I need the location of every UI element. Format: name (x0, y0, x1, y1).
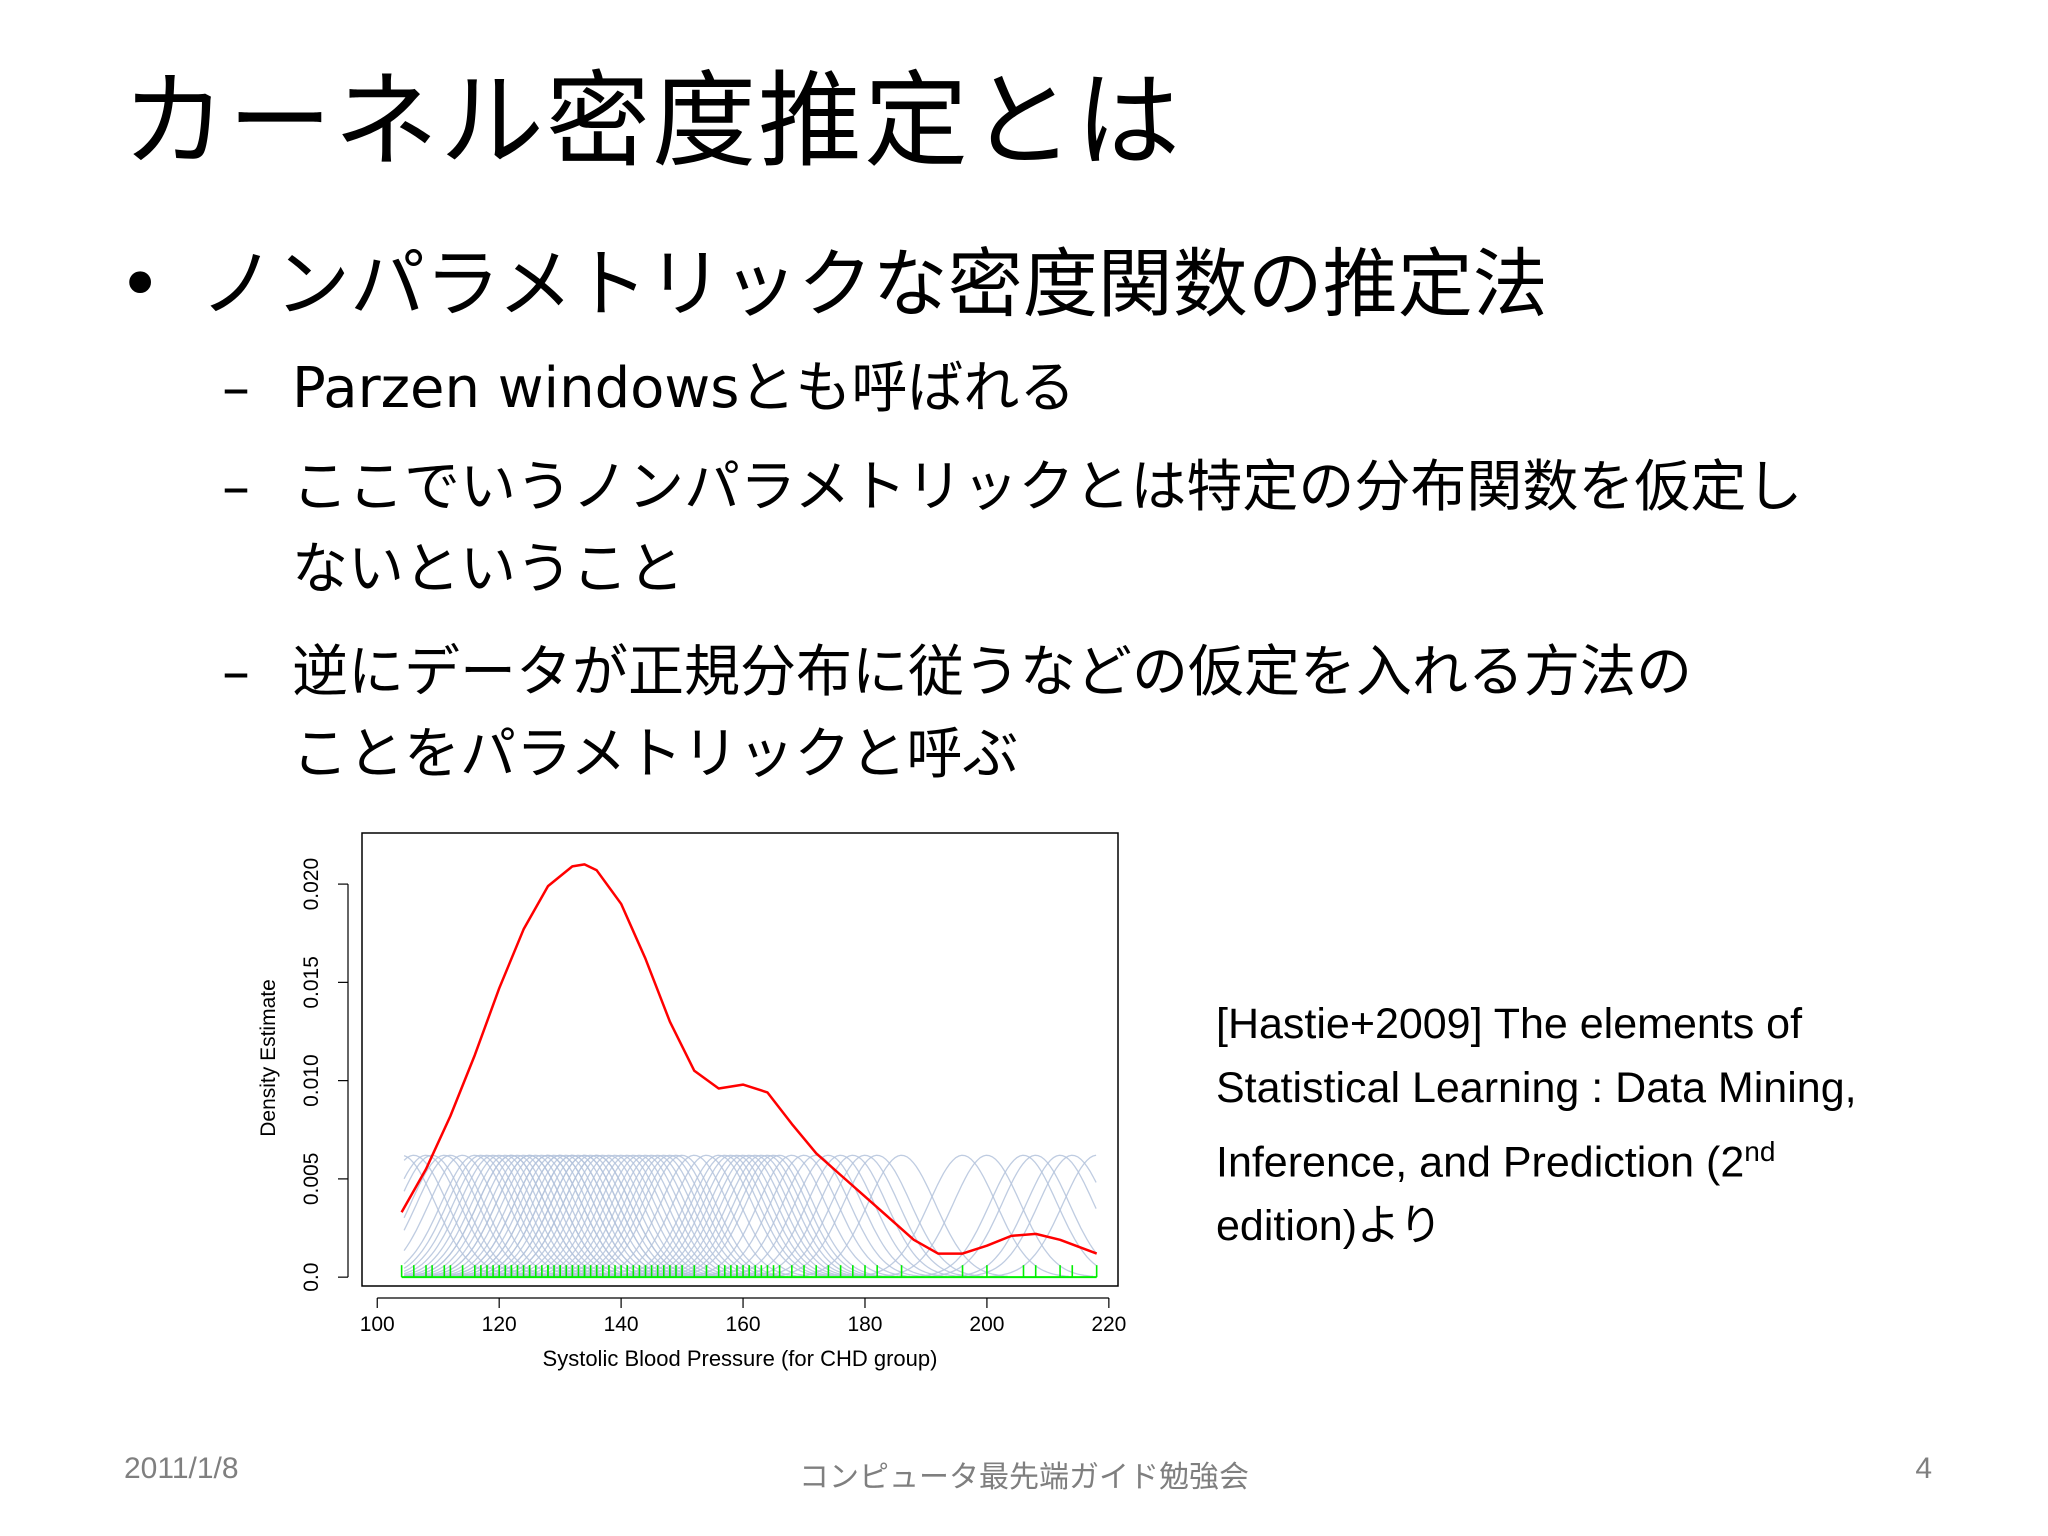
kernel-curve (708, 1154, 923, 1278)
kernel-curve (684, 1154, 898, 1278)
footer-date: 2011/1/8 (124, 1452, 239, 1485)
y-tick-label: 0.0 (300, 1263, 323, 1292)
kernel-curve (452, 1154, 667, 1278)
sub-bullet-line: ここでいうノンパラメトリックとは特定の分布関数を仮定し (292, 455, 1803, 520)
kernel-curve (855, 1154, 1069, 1278)
bullet-marker: • (118, 240, 163, 328)
kernel-curve (647, 1154, 862, 1278)
kernel-curve (641, 1154, 856, 1278)
kernel-curve (794, 1154, 1008, 1278)
x-tick-label: 140 (604, 1313, 639, 1336)
slide-title: カーネル密度推定とは (122, 60, 1183, 182)
page-number: 4 (1915, 1452, 1932, 1485)
kernel-curve (672, 1154, 886, 1278)
sub-bullet-line: ことをパラメトリックと呼ぶ (292, 722, 1019, 787)
kernel-curve (403, 1154, 594, 1277)
density-plot: 100 120 140 160 180 200 220 0.0 0.005 0.010 0.015… (240, 815, 1130, 1395)
y-tick-label: 0.015 (300, 956, 323, 1009)
kernel-curve (696, 1154, 911, 1278)
kernel-curve (599, 1154, 813, 1278)
citation-line: Statistical Learning : Data Mining, (1216, 1064, 1857, 1112)
kernel-curve (733, 1154, 947, 1278)
sub-bullet-3: – 逆にデータが正規分布に従うなどの仮定を入れる方法の ことをパラメトリックと呼… (222, 632, 1692, 796)
kernel-curve (562, 1154, 777, 1278)
sub-bullet-dash: – (222, 455, 250, 520)
density-curve (400, 863, 1098, 1255)
y-axis: 0.0 0.005 0.010 0.015 0.020 (300, 858, 349, 1292)
kernel-curve (745, 1154, 959, 1278)
kernel-curve (769, 1154, 984, 1278)
sub-bullet-text: ここでいうノンパラメトリックとは特定の分布関数を仮定し ないということ (292, 447, 1802, 611)
citation-line: Inference, and Prediction (2nd (1216, 1120, 1956, 1194)
x-tick-label: 180 (847, 1313, 882, 1336)
x-tick-label: 200 (969, 1313, 1004, 1336)
kernel-curve (879, 1154, 1094, 1278)
kernel-curve (574, 1154, 789, 1278)
main-bullet-text: ノンパラメトリックな密度関数の推定法 (200, 240, 1548, 328)
kernel-curve (757, 1154, 972, 1278)
x-tick-label: 120 (482, 1313, 517, 1336)
kernel-curve (550, 1154, 764, 1278)
footer-event: コンピュータ最先端ガイド勉強会 (799, 1461, 1249, 1494)
x-axis-label: Systolic Blood Pressure (for CHD group) (543, 1346, 938, 1371)
kernel-curve (952, 1154, 1097, 1278)
kernel-curve (928, 1154, 1097, 1278)
kernel-curve (403, 1154, 557, 1277)
sub-bullet-text: 逆にデータが正規分布に従うなどの仮定を入れる方法の ことをパラメトリックと呼ぶ (292, 632, 1692, 796)
citation-line: [Hastie+2009] The elements of (1216, 1000, 1803, 1048)
sub-bullet-text: Parzen windowsとも呼ばれる (292, 348, 1075, 430)
y-axis-label: Density Estimate (257, 979, 280, 1137)
citation-text: Inference, and Prediction (2 (1216, 1138, 1745, 1187)
x-tick-label: 220 (1091, 1313, 1126, 1336)
citation-line: edition)より (1216, 1202, 1443, 1251)
kernel-curve (464, 1154, 679, 1278)
citation: [Hastie+2009] The elements of Statistica… (1216, 992, 1956, 1258)
sub-bullet-dash: – (222, 356, 250, 421)
kernel-curve (635, 1154, 850, 1278)
plot-frame (361, 832, 1119, 1287)
kernel-curve (440, 1154, 655, 1278)
rug-marks (400, 1265, 1098, 1279)
sub-bullet-line: 逆にデータが正規分布に従うなどの仮定を入れる方法の (292, 640, 1692, 705)
sub-bullet-1: – Parzen windowsとも呼ばれる (222, 348, 1075, 430)
citation-superscript: nd (1744, 1136, 1776, 1167)
main-bullet: • ノンパラメトリックな密度関数の推定法 (118, 238, 1548, 330)
kernel-curve (660, 1154, 874, 1278)
kernel-curve (623, 1154, 837, 1278)
kernel-curve (916, 1154, 1097, 1278)
sub-bullet-dash: – (222, 640, 250, 705)
x-tick-label: 100 (360, 1313, 395, 1336)
kernel-curve (989, 1154, 1097, 1278)
kernel-curve (538, 1154, 752, 1278)
y-tick-label: 0.020 (300, 858, 323, 911)
y-tick-label: 0.005 (300, 1153, 323, 1206)
kernel-curve (721, 1154, 935, 1278)
kernel-curve (611, 1154, 825, 1278)
x-axis: 100 120 140 160 180 200 220 (360, 1297, 1126, 1336)
sub-bullet-line: Parzen windowsとも呼ばれる (292, 356, 1076, 421)
x-tick-label: 160 (726, 1313, 761, 1336)
kernel-curve (666, 1154, 880, 1278)
kernel-curves (403, 1154, 1097, 1278)
plot-background (240, 815, 1130, 1395)
density-series (400, 863, 1098, 1255)
sub-bullet-2: – ここでいうノンパラメトリックとは特定の分布関数を仮定し ないということ (222, 447, 1802, 611)
sub-bullet-line: ないということ (292, 537, 684, 602)
y-tick-label: 0.010 (300, 1054, 323, 1107)
kernel-curve (403, 1154, 539, 1277)
kernel-curve (586, 1154, 801, 1278)
